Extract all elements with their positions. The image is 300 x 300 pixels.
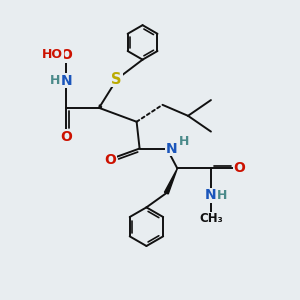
Text: N: N [60, 74, 72, 88]
Text: HO: HO [42, 48, 63, 62]
Text: O: O [233, 161, 245, 176]
Text: N: N [166, 142, 178, 155]
Text: H: H [50, 74, 60, 87]
Polygon shape [99, 105, 102, 108]
Text: S: S [112, 72, 122, 87]
Text: O: O [104, 153, 116, 167]
Text: O: O [60, 130, 72, 144]
Text: O: O [60, 48, 72, 62]
Polygon shape [164, 168, 177, 194]
Text: H: H [217, 189, 227, 202]
Text: H: H [178, 135, 189, 148]
Text: N: N [205, 188, 217, 203]
Text: CH₃: CH₃ [199, 212, 223, 226]
